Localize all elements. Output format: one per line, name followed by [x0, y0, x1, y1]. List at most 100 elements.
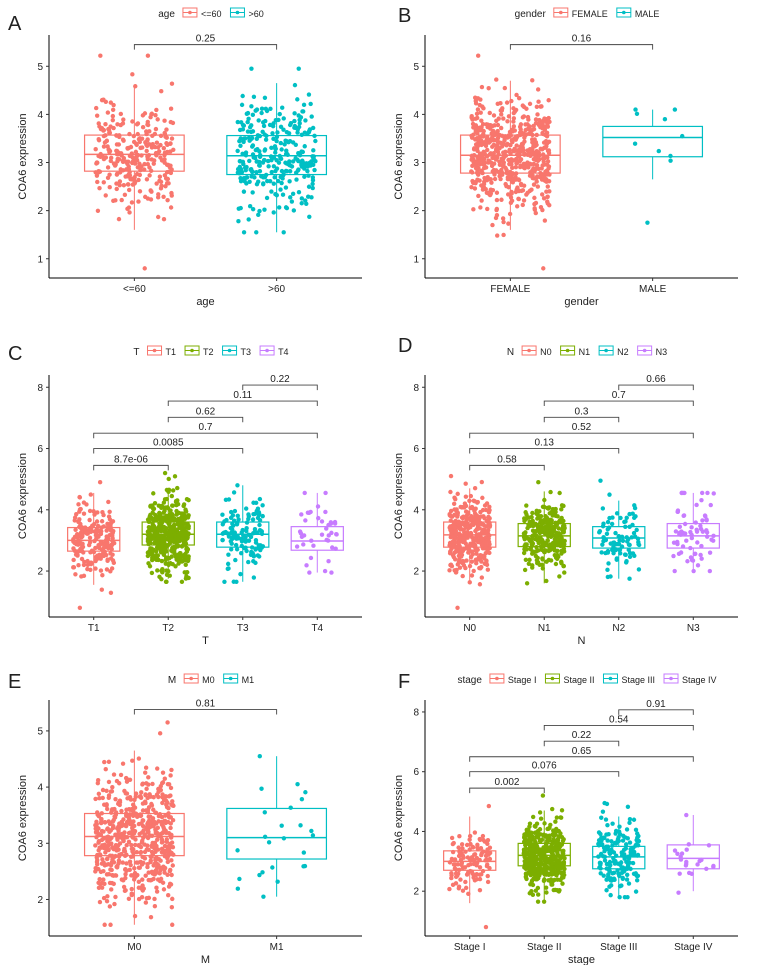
data-point [93, 147, 98, 152]
data-point [167, 868, 173, 874]
data-point [250, 517, 256, 522]
data-point [240, 127, 246, 132]
data-point [262, 148, 267, 153]
data-point [613, 530, 618, 536]
data-point [557, 574, 562, 579]
data-point [625, 836, 630, 841]
data-point [158, 787, 164, 793]
data-point [185, 532, 190, 537]
y-axis-title: COA6 expression [393, 113, 405, 199]
bracket-line [469, 756, 694, 762]
data-point [257, 522, 262, 528]
data-point [672, 107, 678, 112]
data-point [535, 87, 541, 92]
data-point [122, 846, 127, 852]
data-point [475, 53, 481, 58]
legend-key-icon [598, 345, 614, 356]
data-point [71, 557, 76, 563]
data-point [609, 849, 615, 855]
data-point [185, 558, 191, 564]
data-point [257, 153, 263, 158]
data-point [95, 777, 101, 783]
data-point [553, 864, 559, 870]
data-point [596, 854, 601, 859]
data-point [449, 875, 454, 881]
data-point [513, 107, 519, 113]
data-point [100, 857, 105, 862]
bracket-line [469, 448, 620, 454]
data-point [99, 547, 105, 552]
data-point [159, 89, 164, 94]
data-point [486, 527, 491, 533]
data-point [534, 849, 539, 854]
data-point [168, 205, 174, 210]
y-tick-label: 3 [37, 158, 43, 169]
data-point [537, 838, 543, 843]
data-point [132, 913, 138, 919]
data-point [493, 168, 499, 173]
data-point [473, 116, 478, 121]
data-point [239, 102, 245, 108]
data-point [139, 790, 144, 795]
data-point [524, 581, 530, 586]
data-point [534, 558, 540, 563]
data-point [306, 92, 312, 97]
data-point [236, 536, 242, 541]
data-point [244, 181, 249, 186]
data-point [118, 167, 123, 172]
data-point [475, 107, 481, 112]
y-tick-label: 5 [413, 62, 419, 73]
legend-key-point [265, 348, 269, 353]
data-point [152, 131, 158, 137]
data-point [168, 515, 173, 521]
data-point [142, 111, 148, 116]
data-point [635, 873, 641, 879]
data-point [527, 131, 532, 137]
data-point [85, 558, 90, 564]
data-point [606, 561, 611, 566]
data-point [241, 136, 247, 141]
legend-key-icon [553, 7, 569, 18]
data-point [604, 832, 609, 837]
data-point [457, 849, 462, 854]
data-point [518, 122, 524, 127]
data-point [94, 113, 100, 118]
panel-label: D [398, 335, 412, 357]
x-axis-title: stage [568, 954, 595, 965]
data-point [558, 861, 564, 867]
data-point [116, 781, 122, 786]
data-point [481, 161, 486, 167]
data-point [93, 170, 98, 175]
data-point [470, 170, 475, 175]
data-point [531, 550, 536, 555]
y-tick-label: 4 [413, 505, 419, 516]
data-point [623, 560, 629, 565]
data-point [534, 867, 539, 872]
data-point [708, 502, 713, 508]
y-tick-label: 5 [37, 726, 43, 737]
legend-title: N [507, 347, 514, 358]
data-point [231, 533, 237, 539]
data-point [504, 143, 509, 148]
data-point [478, 137, 483, 143]
data-point [456, 884, 462, 889]
data-point [270, 865, 275, 870]
data-point [106, 499, 111, 505]
data-point [542, 866, 547, 871]
data-point [235, 170, 241, 175]
data-point [546, 139, 552, 144]
p-value-label: 0.16 [572, 34, 592, 45]
data-point [631, 817, 637, 822]
data-point [469, 157, 474, 162]
data-point [532, 830, 538, 836]
data-point [613, 858, 618, 864]
data-point [470, 552, 475, 557]
data-point [184, 497, 190, 502]
data-point [677, 871, 682, 876]
data-point [520, 103, 525, 108]
data-point [278, 174, 283, 180]
data-point [481, 134, 486, 139]
legend-key-icon [259, 345, 275, 356]
data-point [101, 868, 106, 874]
data-point [220, 537, 225, 543]
